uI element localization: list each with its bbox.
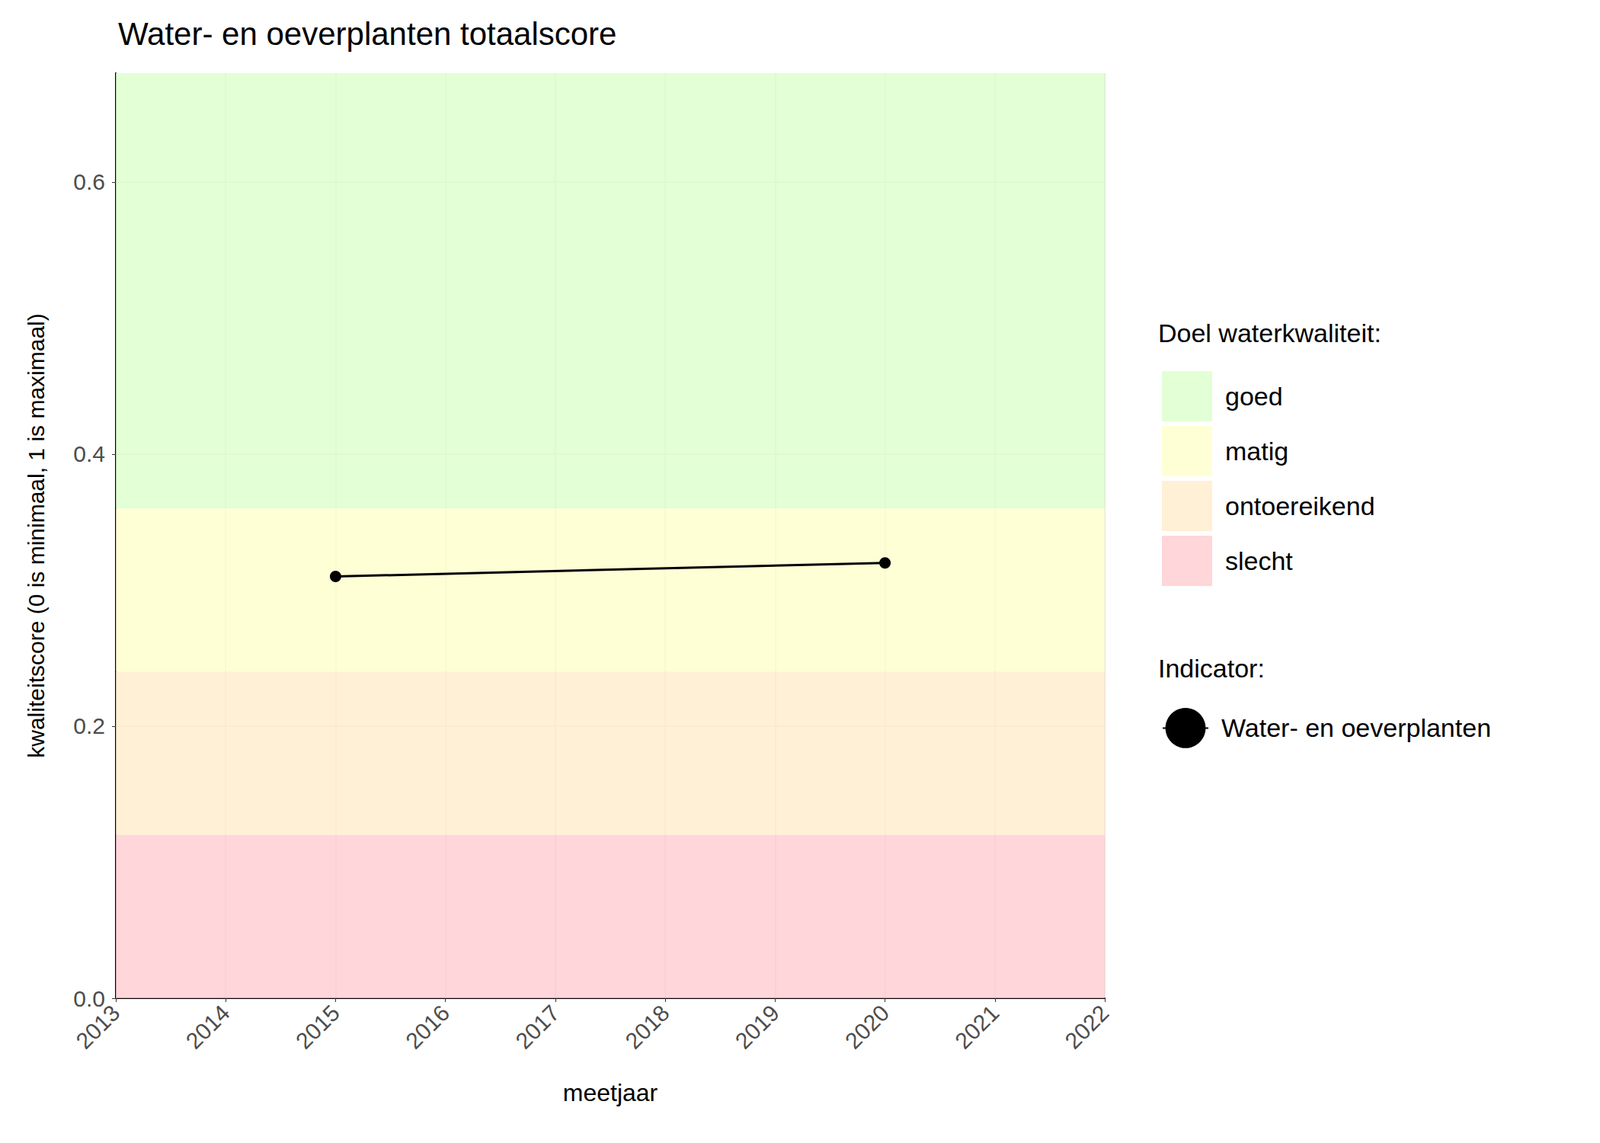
svg-text:2014: 2014 (180, 999, 235, 1054)
svg-text:matig: matig (1225, 436, 1289, 466)
svg-text:meetjaar: meetjaar (563, 1078, 659, 1107)
svg-text:2022: 2022 (1059, 999, 1114, 1054)
svg-text:slecht: slecht (1225, 546, 1293, 576)
svg-text:Water- en oeverplanten totaals: Water- en oeverplanten totaalscore (118, 16, 617, 52)
svg-text:2020: 2020 (840, 999, 895, 1054)
svg-text:goed: goed (1225, 381, 1284, 411)
svg-text:2018: 2018 (620, 999, 675, 1054)
svg-text:2016: 2016 (400, 999, 455, 1054)
svg-text:kwaliteitscore (0 is minimaal,: kwaliteitscore (0 is minimaal, 1 is maxi… (23, 313, 49, 758)
svg-text:0.4: 0.4 (73, 441, 106, 467)
svg-text:Indicator:: Indicator: (1158, 653, 1265, 683)
svg-text:0.2: 0.2 (73, 713, 106, 739)
svg-text:ontoereikend: ontoereikend (1225, 491, 1376, 521)
svg-text:0.6: 0.6 (73, 169, 106, 195)
svg-text:2021: 2021 (950, 999, 1005, 1054)
svg-text:2017: 2017 (510, 999, 565, 1054)
svg-text:2015: 2015 (291, 999, 346, 1054)
svg-text:2013: 2013 (70, 999, 125, 1054)
svg-text:Doel waterkwaliteit:: Doel waterkwaliteit: (1158, 318, 1382, 348)
svg-text:2019: 2019 (729, 999, 784, 1054)
svg-text:Water- en oeverplanten: Water- en oeverplanten (1221, 713, 1492, 743)
svg-text:0.0: 0.0 (73, 985, 106, 1011)
